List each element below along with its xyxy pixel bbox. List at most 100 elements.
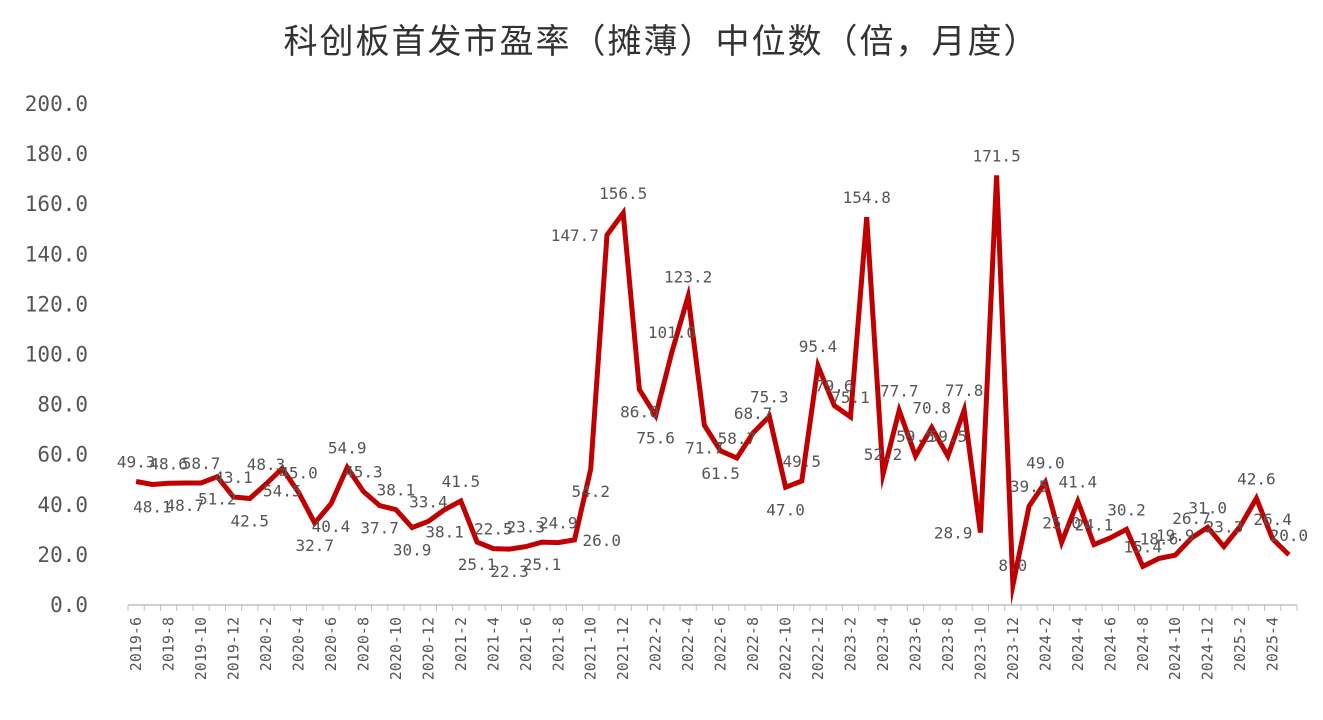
- data-label: 59.5: [896, 427, 935, 446]
- data-label: 33.4: [409, 492, 448, 511]
- x-tick-label: 2021-4: [484, 617, 502, 671]
- data-label: 42.6: [1237, 469, 1276, 488]
- x-tick-label: 2023-2: [842, 617, 860, 671]
- x-tick-label: 2024-12: [1199, 617, 1217, 680]
- data-label: 48.3: [247, 455, 286, 474]
- data-label: 95.4: [799, 337, 838, 356]
- x-tick-label: 2023-8: [939, 617, 957, 671]
- x-tick-label: 2020-12: [419, 617, 437, 680]
- data-label: 22.3: [490, 562, 529, 581]
- data-label: 39.5: [1010, 477, 1049, 496]
- x-tick-label: 2019-8: [160, 617, 178, 671]
- chart-title: 科创板首发市盈率（摊薄）中位数（倍，月度）: [283, 22, 1040, 62]
- data-label: 43.1: [214, 468, 253, 487]
- data-label: 45.3: [344, 463, 383, 482]
- data-label: 8.0: [998, 556, 1027, 575]
- data-label: 15.4: [1123, 537, 1162, 556]
- data-label: 41.5: [442, 472, 481, 491]
- x-tick-label: 2020-6: [322, 617, 340, 671]
- data-label: 49.0: [1026, 453, 1065, 472]
- data-label: 101.0: [648, 323, 696, 342]
- data-label: 147.7: [551, 226, 599, 245]
- data-label: 26.7: [1172, 509, 1211, 528]
- data-label: 171.5: [973, 146, 1021, 165]
- x-tick-label: 2020-2: [257, 617, 275, 671]
- data-label: 26.0: [582, 531, 621, 550]
- data-label: 71.7: [685, 438, 724, 457]
- data-label: 48.1: [133, 498, 172, 517]
- x-tick-label: 2022-6: [712, 617, 730, 671]
- data-label: 51.2: [198, 490, 237, 509]
- x-tick-label: 2023-12: [1004, 617, 1022, 680]
- y-tick-label: 200.0: [25, 92, 88, 116]
- y-axis: 0.0 20.0 40.0 60.0 80.0 100.0 120.0 140.0 160.0 1…: [25, 92, 88, 617]
- series-line: [135, 175, 1291, 606]
- data-label: 25.0: [1042, 513, 1081, 532]
- data-label: 61.5: [701, 464, 740, 483]
- x-axis: 2019-6 2019-8 2019-10 2019-12 2020-2 2020-4 20…: [127, 604, 1298, 680]
- data-label: 37.7: [360, 519, 399, 538]
- data-label: 47.0: [766, 500, 805, 519]
- data-label: 28.9: [934, 524, 973, 543]
- data-label: 31.0: [1188, 498, 1227, 517]
- y-tick-label: 100.0: [25, 343, 88, 367]
- x-tick-label: 2023-10: [971, 617, 989, 680]
- data-label: 23.3: [1205, 518, 1244, 537]
- series-layer: [135, 175, 1291, 606]
- x-tick-label: 2020-8: [354, 617, 372, 671]
- data-label: 40.4: [312, 517, 351, 536]
- data-label: 52.2: [864, 445, 903, 464]
- x-tick-label: 2021-8: [549, 617, 567, 671]
- y-tick-label: 120.0: [25, 292, 88, 316]
- y-tick-label: 160.0: [25, 192, 88, 216]
- data-label: 26.4: [1253, 510, 1292, 529]
- data-label: 75.6: [636, 429, 675, 448]
- y-tick-label: 40.0: [37, 493, 88, 517]
- data-label: 30.2: [1107, 500, 1146, 519]
- data-label: 42.5: [231, 512, 270, 531]
- data-label: 58.7: [718, 429, 757, 448]
- data-label: 48.7: [166, 496, 205, 515]
- data-label: 49.5: [783, 452, 822, 471]
- x-tick-label: 2025-4: [1264, 617, 1282, 671]
- x-tick-label: 2020-4: [289, 617, 307, 671]
- y-tick-label: 20.0: [37, 543, 88, 567]
- data-label: 86.0: [620, 403, 659, 422]
- data-label: 30.9: [393, 541, 432, 560]
- x-tick-label: 2024-10: [1166, 617, 1184, 680]
- x-tick-label: 2021-10: [582, 617, 600, 680]
- data-label: 41.4: [1059, 472, 1098, 491]
- data-label: 68.7: [734, 404, 773, 423]
- data-label: 75.1: [831, 388, 870, 407]
- x-tick-label: 2022-12: [809, 617, 827, 680]
- data-label: 156.5: [599, 184, 647, 203]
- data-label: 59.5: [929, 427, 968, 446]
- data-label: 38.1: [377, 481, 416, 500]
- data-label: 54.2: [571, 482, 610, 501]
- x-tick-label: 2022-10: [777, 617, 795, 680]
- data-label: 32.7: [295, 536, 334, 555]
- x-tick-label: 2020-10: [387, 617, 405, 680]
- data-label: 20.0: [1270, 526, 1309, 545]
- data-label: 24.1: [1075, 516, 1114, 535]
- data-label: 79.6: [815, 377, 854, 396]
- data-label: 58.7: [182, 454, 221, 473]
- data-label: 123.2: [664, 267, 712, 286]
- data-label: 18.6: [1140, 529, 1179, 548]
- data-label: 19.9: [1156, 526, 1195, 545]
- x-tick-label: 2025-2: [1231, 617, 1249, 671]
- x-tick-label: 2019-12: [225, 617, 243, 680]
- data-label: 22.5: [474, 520, 513, 539]
- y-tick-label: 60.0: [37, 443, 88, 467]
- data-label: 75.3: [750, 387, 789, 406]
- data-label: 24.9: [539, 514, 578, 533]
- data-label: 48.6: [149, 454, 188, 473]
- data-label: 70.8: [912, 399, 951, 418]
- x-tick-label: 2022-8: [744, 617, 762, 671]
- x-tick-label: 2024-2: [1036, 617, 1054, 671]
- y-tick-label: 140.0: [25, 242, 88, 266]
- data-label: 25.1: [523, 555, 562, 574]
- x-tick-label: 2022-2: [647, 617, 665, 671]
- x-tick-label: 2019-6: [127, 617, 145, 671]
- data-label: 77.7: [880, 381, 919, 400]
